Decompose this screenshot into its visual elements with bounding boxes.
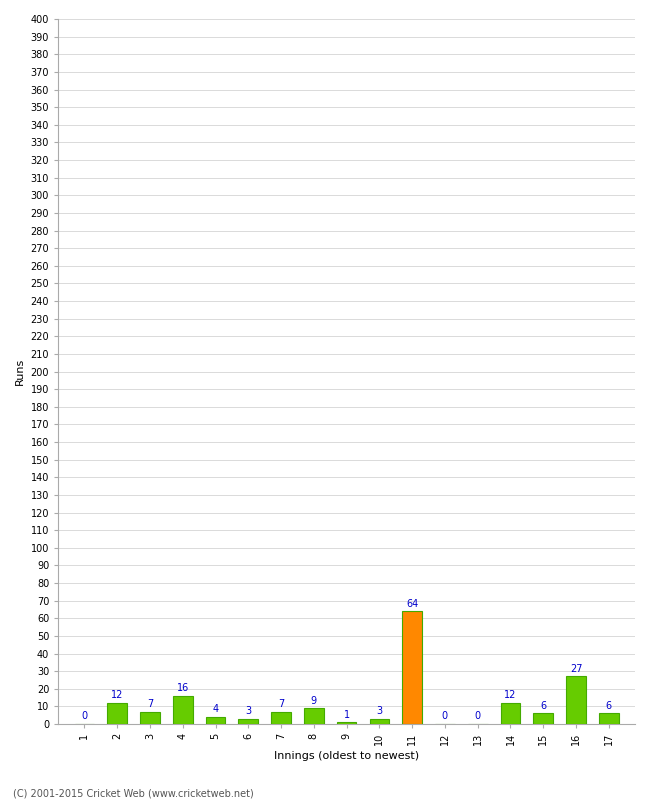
Text: 12: 12 bbox=[504, 690, 517, 700]
Text: 12: 12 bbox=[111, 690, 124, 700]
Bar bbox=[534, 714, 553, 724]
Bar bbox=[173, 696, 192, 724]
Text: (C) 2001-2015 Cricket Web (www.cricketweb.net): (C) 2001-2015 Cricket Web (www.cricketwe… bbox=[13, 788, 254, 798]
Text: 7: 7 bbox=[278, 699, 284, 709]
Text: 4: 4 bbox=[213, 704, 218, 714]
Text: 0: 0 bbox=[442, 711, 448, 722]
Bar bbox=[566, 677, 586, 724]
Text: 27: 27 bbox=[570, 664, 582, 674]
Bar bbox=[599, 714, 619, 724]
Bar bbox=[205, 717, 226, 724]
Bar bbox=[500, 703, 520, 724]
Bar bbox=[337, 722, 356, 724]
Bar bbox=[304, 708, 324, 724]
Text: 7: 7 bbox=[147, 699, 153, 709]
Text: 6: 6 bbox=[606, 701, 612, 711]
Y-axis label: Runs: Runs bbox=[15, 358, 25, 385]
Bar bbox=[402, 611, 422, 724]
X-axis label: Innings (oldest to newest): Innings (oldest to newest) bbox=[274, 751, 419, 761]
Bar bbox=[370, 718, 389, 724]
Text: 1: 1 bbox=[344, 710, 350, 720]
Text: 3: 3 bbox=[376, 706, 382, 716]
Bar bbox=[140, 712, 160, 724]
Text: 6: 6 bbox=[540, 701, 546, 711]
Bar bbox=[271, 712, 291, 724]
Bar bbox=[239, 718, 258, 724]
Text: 0: 0 bbox=[81, 711, 88, 722]
Bar bbox=[107, 703, 127, 724]
Text: 9: 9 bbox=[311, 695, 317, 706]
Text: 0: 0 bbox=[474, 711, 481, 722]
Text: 16: 16 bbox=[177, 683, 189, 693]
Text: 64: 64 bbox=[406, 598, 418, 609]
Text: 3: 3 bbox=[245, 706, 252, 716]
